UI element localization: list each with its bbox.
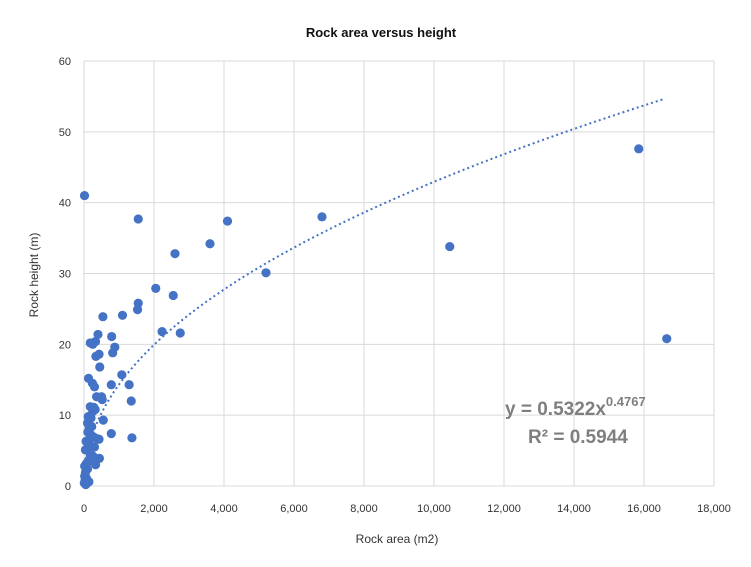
data-point — [97, 394, 107, 405]
x-tick-label: 0 — [81, 503, 87, 515]
data-point — [79, 190, 90, 201]
data-point — [106, 428, 116, 439]
data-point — [117, 370, 127, 380]
trendline-equation-exponent: 0.4767 — [606, 394, 646, 409]
data-point — [175, 328, 185, 338]
x-tick-label: 16,000 — [627, 503, 661, 515]
data-point — [87, 454, 97, 464]
x-tick-label: 12,000 — [487, 503, 521, 515]
x-tick-label: 4,000 — [210, 503, 238, 515]
x-tick-label: 2,000 — [140, 503, 168, 515]
x-tick-label: 8,000 — [350, 503, 378, 515]
y-tick-label: 50 — [59, 127, 71, 139]
data-point — [205, 239, 215, 249]
data-point — [124, 380, 134, 390]
y-tick-label: 40 — [59, 198, 71, 210]
data-point — [91, 351, 101, 361]
data-point — [94, 434, 104, 444]
data-point — [117, 310, 128, 320]
data-point — [126, 396, 136, 406]
data-point — [445, 241, 455, 252]
data-point — [88, 339, 98, 349]
data-point — [157, 326, 167, 337]
x-tick-label: 18,000 — [697, 503, 731, 515]
trendline-r-squared: R² = 0.5944 — [528, 427, 628, 448]
data-points — [79, 144, 672, 490]
data-point — [89, 382, 100, 392]
data-point — [93, 329, 103, 340]
data-point — [261, 268, 271, 278]
x-tick-label: 14,000 — [557, 503, 591, 515]
data-point — [98, 415, 108, 425]
data-point — [662, 334, 672, 344]
trendline-equation-base: y = 0.5322x — [505, 399, 606, 420]
data-point — [80, 445, 90, 455]
chart-title: Rock area versus height — [306, 25, 457, 40]
data-point — [222, 216, 233, 226]
data-point — [317, 212, 327, 222]
data-point — [98, 312, 108, 322]
data-point — [132, 305, 143, 315]
y-tick-label: 60 — [59, 56, 71, 68]
data-point — [133, 214, 143, 224]
x-axis-label: Rock area (m2) — [356, 532, 439, 546]
y-tick-label: 10 — [59, 410, 71, 422]
data-point — [170, 249, 180, 259]
data-point — [83, 427, 93, 437]
y-tick-label: 30 — [59, 269, 71, 281]
x-tick-label: 6,000 — [280, 503, 308, 515]
data-point — [90, 404, 100, 415]
y-tick-labels: 0 10 20 30 40 50 60 — [59, 56, 71, 493]
data-point — [168, 290, 178, 301]
data-point — [151, 283, 161, 293]
y-tick-label: 20 — [59, 339, 71, 351]
y-tick-label: 0 — [65, 481, 71, 493]
data-point — [634, 144, 644, 154]
data-point — [106, 380, 116, 390]
data-point — [95, 362, 105, 372]
gridlines — [83, 60, 715, 487]
trendline-equation: y = 0.5322x0.4767 — [505, 394, 646, 420]
data-point — [107, 331, 117, 342]
data-point — [81, 479, 91, 490]
x-tick-labels: 0 2,000 4,000 6,000 8,000 10,000 12,000 14,000 1… — [81, 503, 731, 515]
data-point — [89, 442, 100, 452]
x-tick-label: 10,000 — [417, 503, 451, 515]
power-trendline — [83, 97, 666, 483]
data-point — [127, 433, 137, 443]
y-axis-label: Rock height (m) — [27, 233, 41, 318]
data-point — [108, 348, 118, 358]
